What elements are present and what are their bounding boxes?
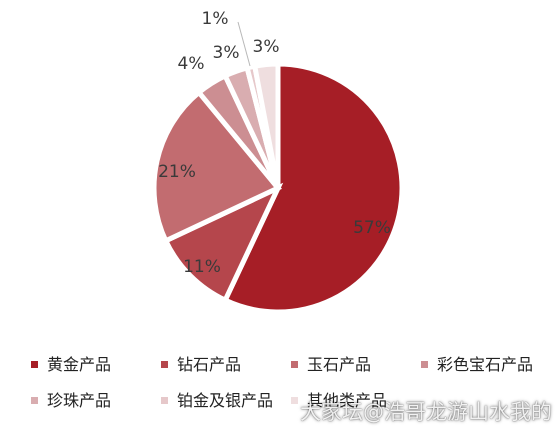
- legend-label-5: 珍珠产品: [47, 391, 111, 410]
- data-label-7: 3%: [253, 37, 280, 57]
- legend-label-6: 铂金及银产品: [177, 391, 273, 410]
- watermark-text: 大家坛@浩哥龙游山水我的: [300, 400, 552, 424]
- data-label-2: 11%: [183, 257, 221, 277]
- legend-swatch-4: [421, 361, 428, 368]
- legend-swatch-5: [31, 397, 38, 404]
- legend-swatch-1: [31, 361, 38, 368]
- data-label-5: 3%: [213, 43, 240, 63]
- data-label-3: 21%: [158, 162, 196, 182]
- legend-swatch-7: [291, 397, 298, 404]
- data-label-6: 1%: [202, 9, 229, 29]
- data-label-4: 4%: [178, 54, 205, 74]
- pie-slice-3: [151, 88, 282, 245]
- leader-line: [237, 21, 251, 67]
- pie-slice-2: [162, 182, 284, 304]
- legend-label-7: 其他类产品: [307, 391, 387, 410]
- legend-label-4: 彩色宝石产品: [437, 355, 533, 374]
- pie-slice-7: [251, 61, 281, 189]
- legend-swatch-3: [291, 361, 298, 368]
- legend-swatch-6: [161, 397, 168, 404]
- legend-label-2: 钻石产品: [177, 355, 241, 374]
- data-label-1: 57%: [353, 218, 391, 238]
- legend-label-1: 黄金产品: [47, 355, 111, 374]
- legend-label-3: 玉石产品: [307, 355, 371, 374]
- legend-swatch-2: [161, 361, 168, 368]
- pie-slice-1: [221, 61, 405, 315]
